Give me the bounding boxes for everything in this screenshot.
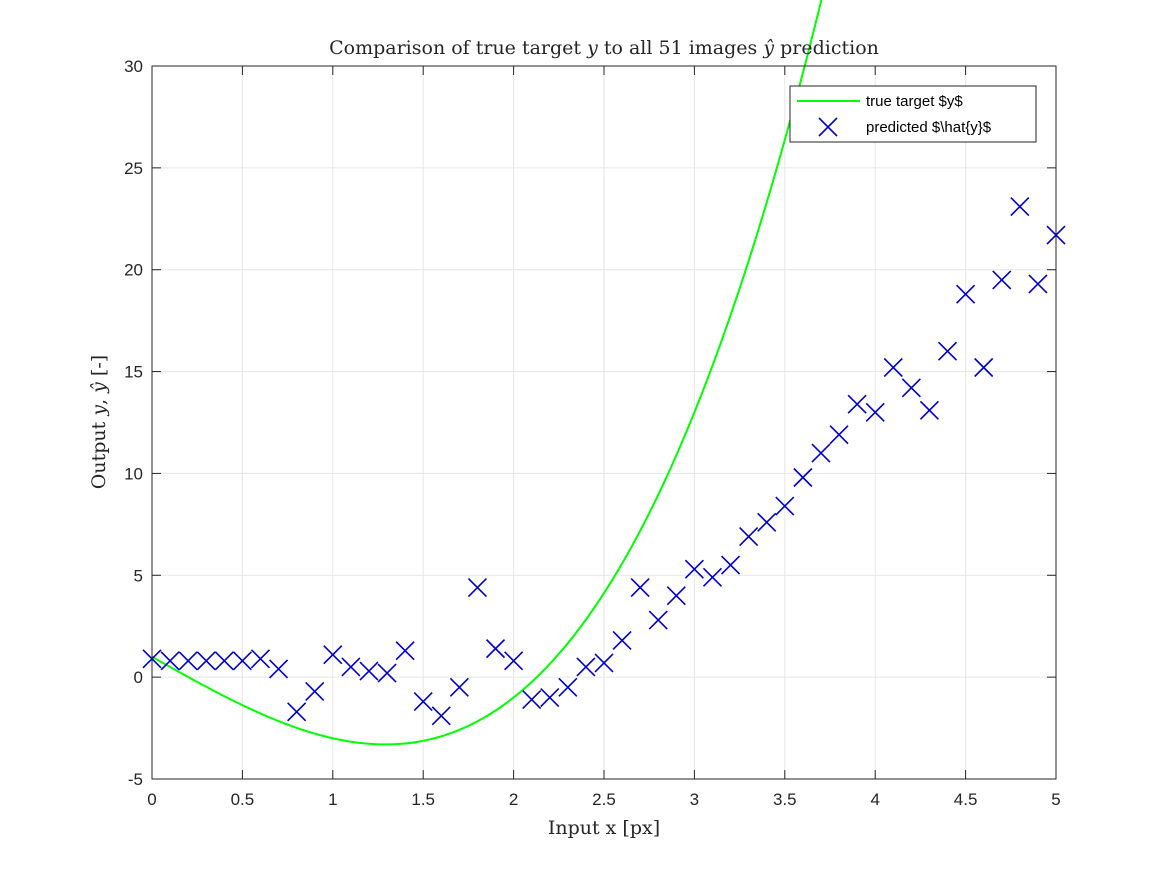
data-point-predicted (956, 284, 976, 304)
data-point-predicted (323, 645, 343, 665)
data-point-predicted (485, 639, 506, 659)
data-point-predicted (919, 400, 940, 420)
y-tick-label: 0 (134, 668, 143, 687)
x-tick-label: 3 (690, 790, 699, 809)
data-point-predicted (250, 649, 271, 669)
data-point-predicted (739, 527, 759, 547)
data-point-predicted (865, 402, 885, 422)
data-point-predicted (160, 651, 180, 671)
data-point-predicted (178, 651, 198, 671)
data-point-predicted (576, 657, 596, 677)
x-tick-label: 0.5 (231, 790, 255, 809)
data-point-predicted (359, 661, 379, 681)
x-tick-label: 4 (870, 790, 879, 809)
data-point-predicted (232, 651, 252, 671)
data-point-predicted (431, 706, 451, 726)
data-point-predicted (1010, 196, 1030, 217)
legend-marker-swatch (818, 117, 838, 137)
series-line-true-target (151, 0, 823, 746)
data-point-predicted (901, 378, 921, 398)
data-point-predicted (268, 659, 289, 679)
data-point-predicted (974, 357, 994, 378)
data-point-predicted (341, 657, 361, 677)
legend-box (789, 85, 1037, 143)
y-tick-label: 15 (124, 363, 143, 382)
data-point-predicted (847, 394, 867, 414)
y-tick-label: -5 (128, 770, 143, 789)
x-tick-label: 1.5 (411, 790, 435, 809)
data-point-predicted (305, 681, 325, 701)
data-point-predicted (829, 425, 849, 445)
x-axis-label: Input x [px] (548, 817, 660, 839)
x-tick-label: 5 (1051, 790, 1060, 809)
data-point-predicted (1028, 274, 1048, 294)
data-point-predicted (467, 577, 488, 598)
data-point-predicted (540, 687, 560, 708)
data-point-predicted (377, 663, 397, 683)
x-tick-label: 3.5 (773, 790, 797, 809)
grid-lines (151, 65, 1057, 780)
data-point-predicted (684, 559, 704, 579)
data-point-predicted (937, 341, 958, 361)
data-point-predicted (612, 630, 632, 651)
x-tick-label: 2.5 (592, 790, 616, 809)
data-point-predicted (630, 577, 650, 598)
data-point-predicted (666, 586, 686, 606)
data-point-predicted (395, 641, 415, 661)
data-point-predicted (287, 702, 307, 722)
data-point-predicted (214, 651, 234, 671)
legend: true target $y$ predicted $\hat{y}$ (789, 85, 1037, 143)
legend-label-true: true target $y$ (866, 93, 963, 110)
x-tick-label: 2 (509, 790, 518, 809)
data-point-predicted (720, 555, 741, 575)
data-point-predicted (196, 651, 216, 671)
data-point-predicted (504, 651, 524, 671)
y-tick-label: 5 (134, 566, 143, 585)
data-point-predicted (775, 496, 795, 516)
y-tick-label: 20 (124, 261, 143, 280)
x-tick-label: 0 (147, 790, 156, 809)
y-tick-label: 10 (124, 464, 143, 483)
data-point-predicted (793, 467, 813, 488)
data-point-predicted (883, 357, 903, 378)
legend-label-predicted: predicted $\hat{y}$ (866, 119, 992, 136)
chart-title: Comparison of true target y to all 51 im… (329, 37, 879, 59)
x-tick-label: 1 (328, 790, 337, 809)
data-point-predicted (757, 512, 777, 532)
data-point-predicted (811, 443, 831, 463)
y-axis-label: Output y, ŷ [-] (88, 355, 110, 489)
data-point-predicted (449, 677, 469, 697)
data-point-predicted (558, 677, 578, 697)
y-tick-label: 30 (124, 57, 143, 76)
legend-x-marker (818, 117, 838, 137)
data-point-predicted (992, 270, 1012, 290)
data-point-predicted (594, 653, 614, 673)
data-point-predicted (413, 692, 433, 712)
x-tick-label: 4.5 (954, 790, 978, 809)
y-tick-label: 25 (124, 159, 143, 178)
data-point-predicted (648, 610, 668, 630)
data-point-predicted (702, 567, 723, 587)
plot-area (142, 0, 1066, 746)
data-point-predicted (522, 689, 542, 710)
